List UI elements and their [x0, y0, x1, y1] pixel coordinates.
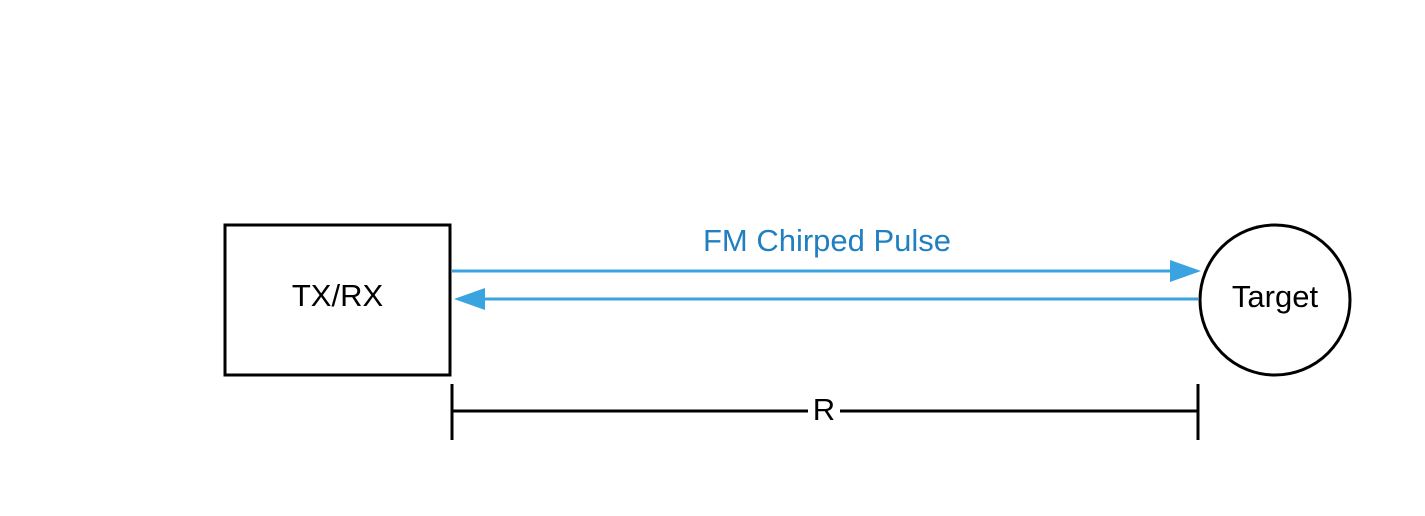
transmit-arrowhead [1170, 260, 1201, 282]
transceiver-label: TX/RX [292, 278, 384, 313]
transceiver-box [223, 223, 452, 377]
range-label: R [813, 392, 835, 427]
transceiver-node: TX/RX [223, 223, 452, 377]
target-circle [1198, 223, 1352, 377]
range-dimension: R [450, 384, 1200, 440]
echo-arrowhead [454, 288, 485, 310]
target-node: Target [1198, 223, 1352, 377]
echo-arrow [454, 288, 1198, 310]
signal-label: FM Chirped Pulse [703, 223, 951, 258]
target-label: Target [1232, 279, 1319, 314]
transmit-arrow [452, 260, 1201, 282]
